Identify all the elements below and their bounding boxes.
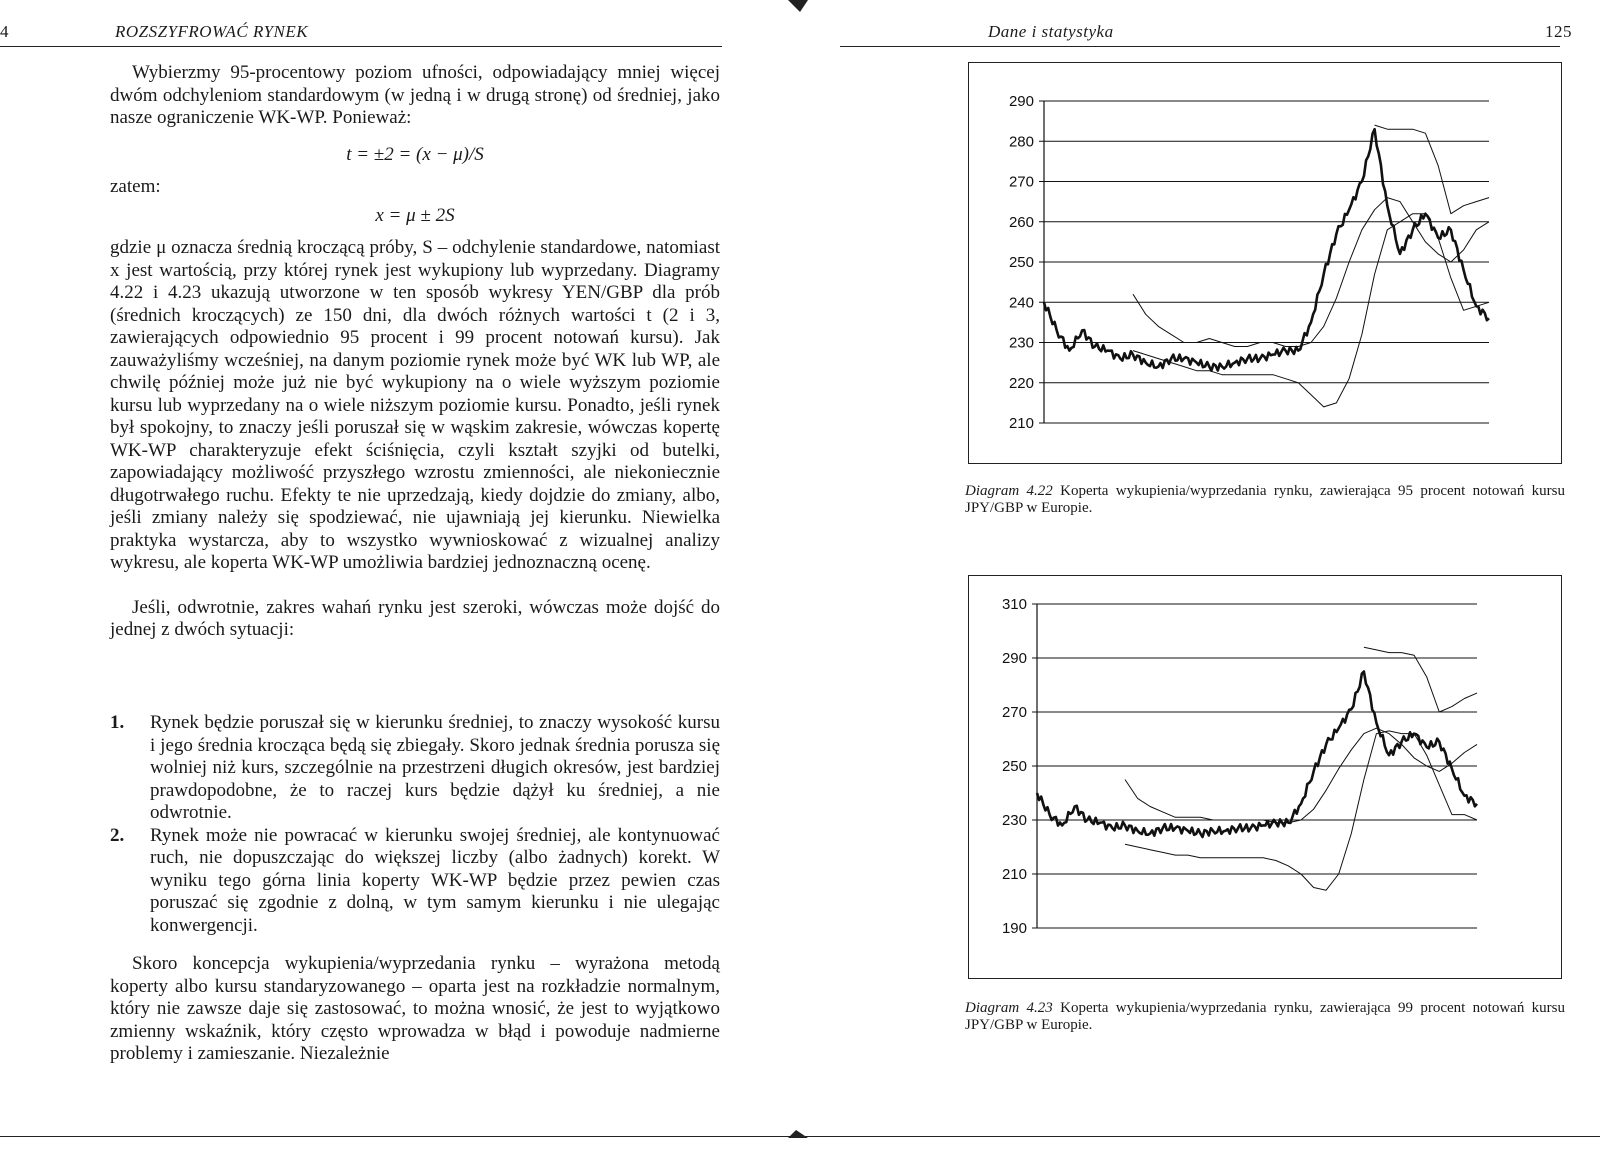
left-header-rule — [0, 46, 722, 47]
envelope-series-line — [1374, 124, 1490, 215]
right-page-number: 125 — [1545, 22, 1572, 41]
y-tick-label: 240 — [1009, 294, 1034, 311]
chart-diagram-4-22: 290 280 270 260 250 240 230 220 210 — [968, 62, 1562, 464]
y-tick-label: 230 — [1002, 812, 1027, 829]
paragraph: gdzie μ oznacza średnią kroczącą próby, … — [110, 237, 720, 573]
price-series-line — [1042, 127, 1490, 372]
right-page: Dane i statystyka 125 290 280 270 260 250 240… — [840, 0, 1600, 1163]
right-header-rule — [840, 46, 1560, 47]
list-item-text: Rynek będzie poruszał się w kierunku śre… — [150, 712, 720, 823]
y-tick-label: 270 — [1002, 704, 1027, 721]
price-series-line — [1035, 670, 1478, 839]
list-number: 1. — [110, 712, 125, 733]
left-body-text-end: Skoro koncepcja wykupienia/wyprzedania r… — [110, 953, 720, 1066]
envelope-series-line — [1363, 646, 1478, 713]
envelope-series-line — [1124, 727, 1478, 824]
list-item: 1. Rynek będzie poruszał się w kierunku … — [110, 712, 720, 825]
caption-4-22: Diagram 4.22 Koperta wykupienia/wyprzeda… — [965, 483, 1565, 517]
y-tick-label: 290 — [1002, 650, 1027, 667]
paragraph-zatem: zatem: — [110, 176, 161, 197]
chart-svg: 290 280 270 260 250 240 230 220 210 — [1009, 93, 1490, 432]
y-tick-label: 250 — [1002, 758, 1027, 775]
y-tick-label: 290 — [1009, 93, 1034, 110]
bottom-rule — [0, 1136, 1600, 1137]
y-tick-label: 250 — [1009, 254, 1034, 271]
y-tick-label: 210 — [1002, 866, 1027, 883]
envelope-series-line — [1124, 730, 1478, 891]
y-tick-label: 310 — [1002, 596, 1027, 613]
left-page: 4 ROZSZYFROWAĆ RYNEK Wybierzmy 95-procen… — [0, 0, 760, 1163]
envelope-series-line — [1132, 213, 1490, 408]
y-tick-label: 210 — [1009, 415, 1034, 432]
y-tick-label: 270 — [1009, 174, 1034, 191]
caption-4-23: Diagram 4.23 Koperta wykupienia/wyprzeda… — [965, 1000, 1565, 1034]
envelope-series-line — [1132, 197, 1490, 347]
spine-mark-bottom — [788, 1130, 808, 1138]
right-running-title: Dane i statystyka — [988, 22, 1114, 41]
caption-text: Koperta wykupienia/wyprzedania rynku, za… — [965, 1000, 1566, 1033]
y-tick-label: 230 — [1009, 335, 1034, 352]
spine-mark-top — [788, 0, 808, 12]
paragraph: Wybierzmy 95-procentowy poziom ufności, … — [110, 62, 720, 128]
formula-t: t = ±2 = (x − μ)/S — [346, 143, 484, 165]
left-body-text: Wybierzmy 95-procentowy poziom ufności, … — [110, 62, 720, 642]
y-tick-label: 260 — [1009, 214, 1034, 231]
caption-label: Diagram 4.23 — [965, 1000, 1053, 1016]
y-tick-label: 190 — [1002, 920, 1027, 937]
y-tick-label: 280 — [1009, 133, 1034, 150]
chart-svg: 310 290 270 250 230 210 190 — [1002, 596, 1478, 937]
numbered-list: 1. Rynek będzie poruszał się w kierunku … — [110, 712, 720, 937]
list-item: 2. Rynek może nie powracać w kierunku sw… — [110, 825, 720, 938]
paragraph: Jeśli, odwrotnie, zakres wahań rynku jes… — [110, 596, 720, 641]
paragraph: Skoro koncepcja wykupienia/wyprzedania r… — [110, 953, 720, 1064]
left-running-title: ROZSZYFROWAĆ RYNEK — [115, 22, 309, 41]
list-item-text: Rynek może nie powracać w kierunku swoje… — [150, 824, 720, 936]
formula-x: x = μ ± 2S — [375, 204, 455, 226]
chart-diagram-4-23: 310 290 270 250 230 210 190 — [968, 575, 1562, 979]
y-tick-label: 220 — [1009, 375, 1034, 392]
left-page-number: 4 — [0, 22, 9, 41]
caption-text: Koperta wykupienia/wyprzedania rynku, za… — [965, 483, 1566, 516]
list-number: 2. — [110, 824, 125, 846]
caption-label: Diagram 4.22 — [965, 483, 1053, 499]
